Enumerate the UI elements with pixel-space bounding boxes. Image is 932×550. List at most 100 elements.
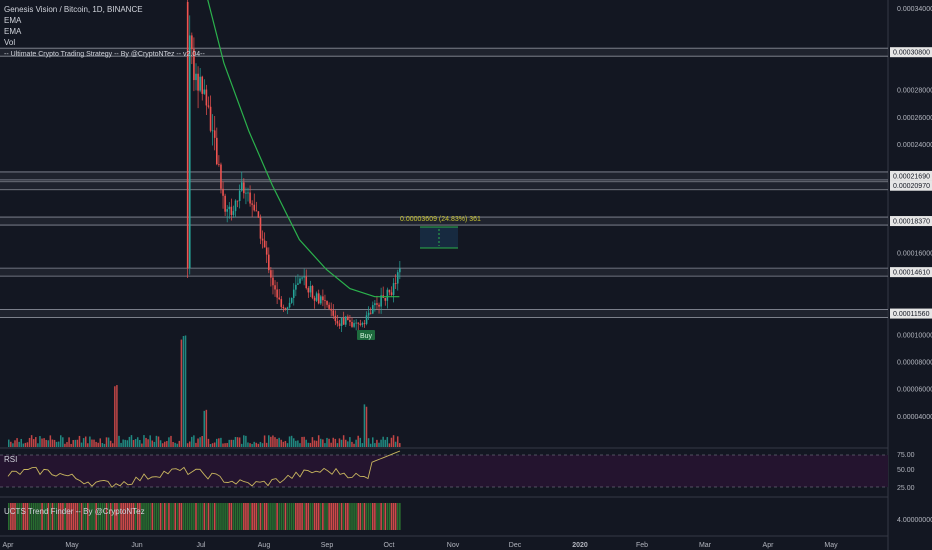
trend-bar (280, 503, 283, 530)
measure-tool[interactable]: 0.00003609 (24.83%) 361 (400, 216, 481, 249)
volume-bar (157, 436, 160, 447)
volume-bar (367, 438, 370, 447)
volume-bar (311, 437, 314, 447)
volume-bar (122, 439, 124, 447)
trend-bar (161, 503, 164, 530)
volume-bar (272, 435, 274, 447)
volume-bar (380, 439, 382, 447)
volume-bar (103, 443, 106, 447)
trend-bar (84, 503, 87, 530)
volume-bar (257, 443, 260, 447)
volume-bar (93, 439, 95, 447)
volume-bar (99, 438, 102, 447)
candle-body (320, 296, 322, 304)
candle-body (232, 211, 235, 215)
trend-bar (328, 503, 330, 530)
trend-bars (8, 503, 401, 530)
candle-body (307, 288, 310, 293)
volume-bar (205, 409, 208, 447)
volume-bar (359, 437, 362, 447)
volume-bar (174, 442, 176, 447)
candle-body (303, 276, 305, 278)
volume-bar (220, 437, 222, 447)
measure-label: 0.00003609 (24.83%) 361 (400, 216, 481, 223)
volume-bar (372, 437, 374, 447)
volume-bar (270, 436, 272, 447)
trend-bar (201, 503, 204, 530)
candle-body (392, 283, 395, 295)
trend-bar (191, 503, 193, 530)
time-axis[interactable]: Apr May Jun Jul Aug Sep Oct Nov Dec 2020 Feb Mar Apr… (3, 542, 839, 549)
volume-bar (305, 439, 307, 447)
candle-body (226, 209, 228, 212)
volume-bar (230, 439, 233, 447)
trend-bar (195, 503, 197, 530)
volume-bar (39, 436, 41, 447)
candle-body (274, 285, 276, 290)
volume-bar (66, 442, 68, 447)
candle-body (324, 300, 326, 301)
trend-bar (47, 503, 50, 530)
volume-bar (139, 440, 141, 447)
trend-bar (290, 503, 293, 530)
candle-body (359, 323, 362, 325)
trend-bar (238, 503, 241, 530)
candle-body (282, 306, 285, 309)
trend-bar (151, 503, 154, 530)
candle-body (203, 89, 206, 94)
volume-bar (282, 441, 285, 447)
trend-bar (228, 503, 231, 530)
ema-legend-1: EMA (4, 16, 22, 25)
volume-bar (218, 438, 220, 447)
volume-bar (97, 442, 99, 447)
buy-signal-box (357, 330, 375, 340)
trend-bar (182, 503, 185, 530)
candle-body (301, 277, 303, 279)
candle-body (247, 192, 249, 194)
candle-body (191, 35, 193, 50)
price-tick-label: 0.00024000 (897, 142, 932, 149)
candle-body (376, 303, 378, 305)
candle-body (357, 322, 360, 324)
volume-bar (320, 438, 322, 447)
volume-bar (317, 435, 320, 447)
price-axis[interactable]: 0.00034000 0.00028000 0.00026000 0.00024000… (897, 6, 932, 421)
trend-bar (363, 503, 366, 530)
price-tick-label: 0.00004000 (897, 414, 932, 421)
rsi-title: RSI (4, 455, 17, 464)
candle-body (224, 195, 226, 212)
volume-bar (243, 435, 245, 447)
candle-body (297, 283, 299, 285)
rsi-axis: 75.00 50.00 25.00 (897, 452, 915, 492)
trend-bar (216, 503, 218, 530)
time-tick-label: Jul (197, 542, 206, 549)
volume-bar (14, 440, 16, 447)
trend-bar (55, 503, 58, 530)
volume-bar (26, 442, 29, 447)
trend-bar (382, 503, 384, 530)
price-tick-label: 0.00006000 (897, 387, 932, 394)
trend-bar (355, 503, 357, 530)
candle-body (270, 270, 272, 278)
trend-bar (240, 503, 243, 530)
buy-signal[interactable]: Buy (357, 330, 375, 340)
symbol-title: Genesis Vision / Bitcoin, 1D, BINANCE (4, 5, 143, 14)
volume-bar (32, 439, 35, 447)
trend-bar (220, 503, 222, 530)
candle-body (284, 308, 287, 310)
trend-bar (367, 503, 370, 530)
candle-body (201, 76, 204, 94)
candle-body (205, 89, 208, 106)
volume-bar (126, 440, 129, 447)
trend-bar (101, 503, 104, 530)
trend-bar (390, 503, 393, 530)
sr-zone (0, 217, 888, 226)
volume-bar (365, 406, 368, 447)
volume-bar (95, 441, 97, 447)
trend-bar (396, 503, 399, 530)
trend-bar (136, 503, 139, 530)
volume-bar (253, 441, 255, 447)
time-tick-label: May (824, 542, 838, 549)
candle-body (336, 321, 339, 324)
